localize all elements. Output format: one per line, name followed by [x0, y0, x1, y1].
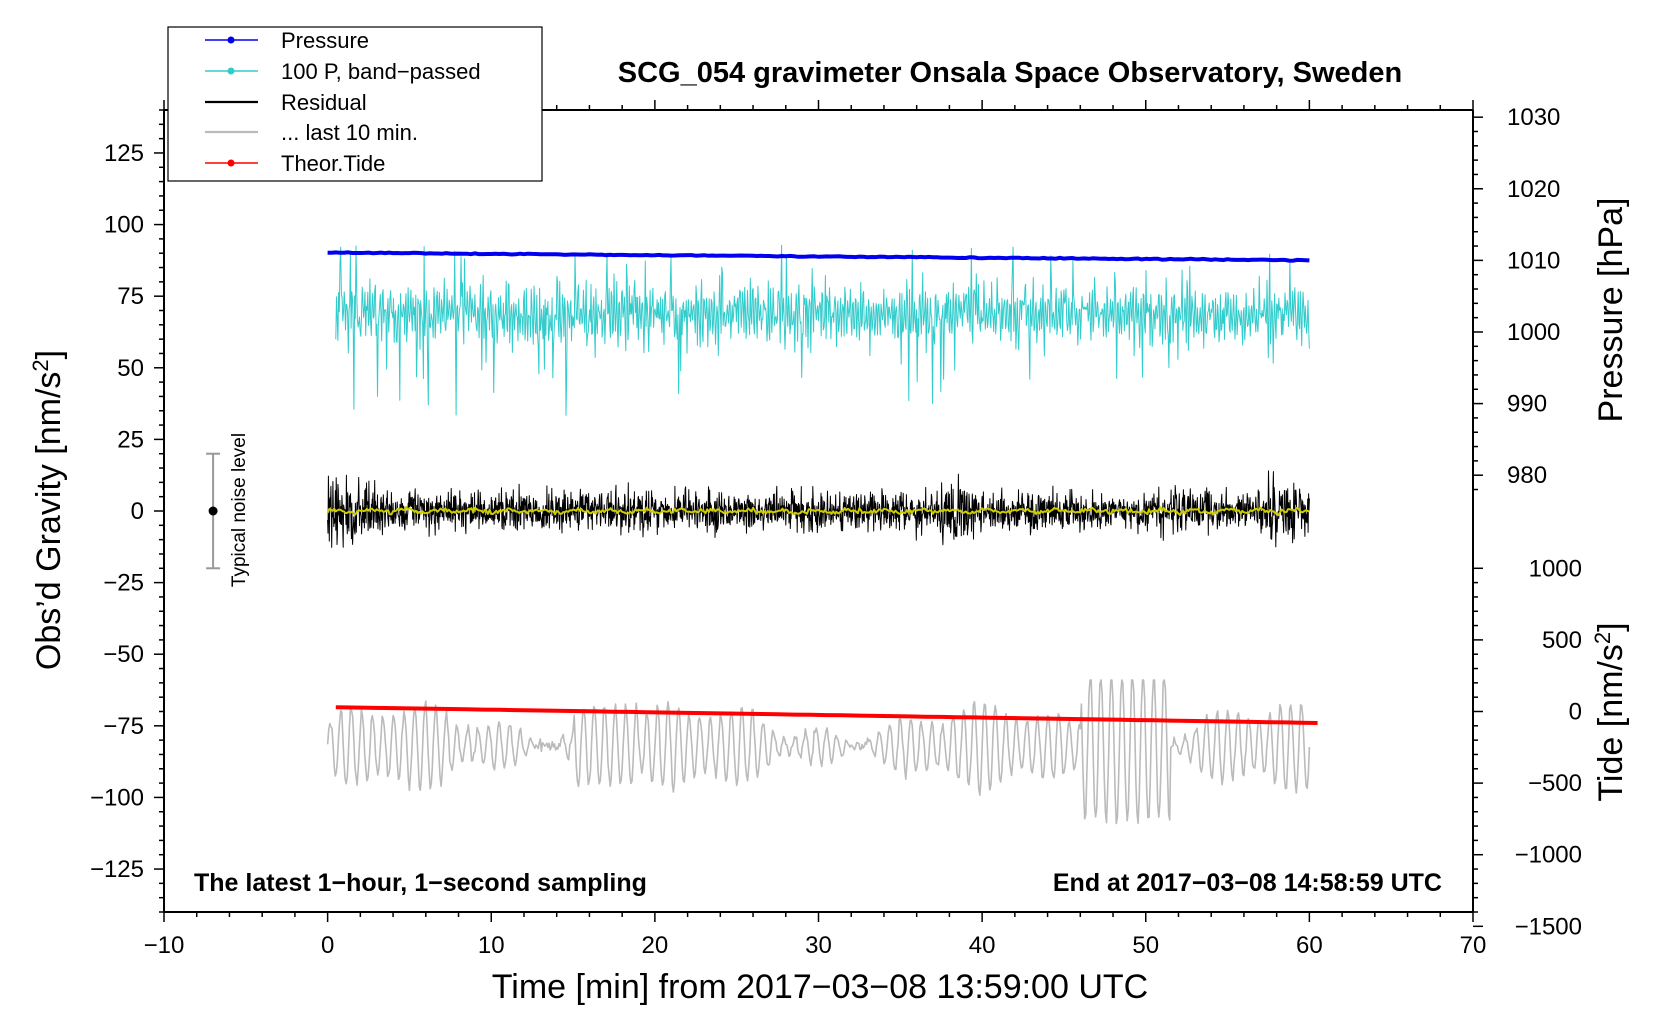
x-tick-label: 60 — [1296, 932, 1323, 959]
annotation-bottom-right: End at 2017−03−08 14:58:59 UTC — [1053, 869, 1442, 897]
series-last-10-min — [326, 679, 1311, 825]
series-band-passed-pressure — [335, 244, 1310, 416]
legend-entry-band-passed: 100 P, band−passed — [205, 59, 481, 84]
x-tick-label: −10 — [144, 932, 185, 959]
x-tick-label: 0 — [321, 932, 334, 959]
series-pressure — [327, 250, 1310, 263]
tide-axis-label: Tide [nm/s2] — [1590, 622, 1630, 801]
legend-box — [167, 26, 543, 182]
y-tick-label: 25 — [117, 426, 144, 453]
y-tick-label: −25 — [103, 570, 144, 597]
x-tick-label: 10 — [478, 932, 505, 959]
y-tick-label: −50 — [103, 641, 144, 668]
tide-axis-label-sup: 2 — [1590, 632, 1615, 644]
y-tick-label: 50 — [117, 355, 144, 382]
pressure-tick-label: 1030 — [1507, 104, 1560, 131]
series-theor-tide — [335, 705, 1318, 725]
noise-center-dot — [208, 506, 218, 516]
y-tick-label: 100 — [104, 212, 144, 239]
y-tick-label: 125 — [104, 140, 144, 167]
y-tick-label: −125 — [90, 856, 144, 883]
y-axis-label-sup: 2 — [28, 359, 53, 371]
chart-title: SCG_054 gravimeter Onsala Space Observat… — [618, 57, 1402, 89]
y-tick-label: 0 — [131, 498, 144, 525]
legend-entry-residual: Residual — [205, 90, 367, 115]
tide-axis-label-tail: ] — [1592, 622, 1630, 631]
y-tick-label: −75 — [103, 713, 144, 740]
tide-tick-label: 500 — [1542, 627, 1582, 654]
pressure-tick-label: 1000 — [1507, 319, 1560, 346]
y-axis-label-tail: ] — [30, 350, 68, 359]
legend-label-last-10-min: ... last 10 min. — [281, 120, 418, 145]
series-residual-smoothed — [326, 506, 1310, 517]
legend-label-residual: Residual — [281, 90, 367, 115]
y-axis-label-base: Obs’d Gravity [nm/s — [30, 372, 68, 671]
series-residual — [327, 470, 1310, 548]
legend-label-theor-tide: Theor.Tide — [281, 151, 385, 176]
pressure-tick-label: 990 — [1507, 391, 1547, 418]
legend-label-pressure: Pressure — [281, 28, 369, 53]
plot-area — [326, 244, 1318, 825]
x-axis-label: Time [min] from 2017−03−08 13:59:00 UTC — [492, 968, 1148, 1006]
tide-tick-label: 0 — [1569, 699, 1582, 726]
x-tick-label: 20 — [642, 932, 669, 959]
legend-entry-last-10-min: ... last 10 min. — [205, 120, 418, 145]
legend-entry-theor-tide: Theor.Tide — [205, 151, 385, 176]
tide-axis-label-base: Tide [nm/s — [1592, 644, 1630, 801]
tide-tick-label: −500 — [1528, 770, 1582, 797]
x-tick-label: 50 — [1132, 932, 1159, 959]
tide-tick-label: 1000 — [1529, 555, 1582, 582]
annotation-bottom-left: The latest 1−hour, 1−second sampling — [194, 869, 647, 897]
tide-tick-label: −1000 — [1515, 842, 1582, 869]
y-tick-label: 75 — [117, 283, 144, 310]
legend-marker-pressure — [227, 36, 235, 44]
pressure-axis-label: Pressure [hPa] — [1592, 198, 1630, 423]
legend-marker-theor-tide — [227, 159, 235, 167]
x-tick-label: 30 — [805, 932, 832, 959]
x-tick-label: 70 — [1460, 932, 1487, 959]
noise-label: Typical noise level — [229, 433, 250, 587]
legend: Pressure 100 P, band−passed Residual ...… — [167, 26, 543, 182]
pressure-tick-label: 1020 — [1507, 176, 1560, 203]
noise-indicator: Typical noise level — [206, 433, 250, 587]
x-tick-label: 40 — [969, 932, 996, 959]
legend-label-band-passed: 100 P, band−passed — [281, 59, 481, 84]
axes: −10 0 10 20 30 40 50 60 701251007550250−25−50−75… — [90, 100, 1582, 959]
pressure-tick-label: 1010 — [1507, 247, 1560, 274]
legend-entry-pressure: Pressure — [205, 28, 369, 53]
pressure-tick-label: 980 — [1507, 462, 1547, 489]
y-tick-label: −100 — [90, 784, 144, 811]
legend-marker-band-passed — [227, 67, 235, 75]
y-axis-label: Obs’d Gravity [nm/s2] — [28, 350, 68, 670]
tide-tick-label: −1500 — [1515, 913, 1582, 940]
